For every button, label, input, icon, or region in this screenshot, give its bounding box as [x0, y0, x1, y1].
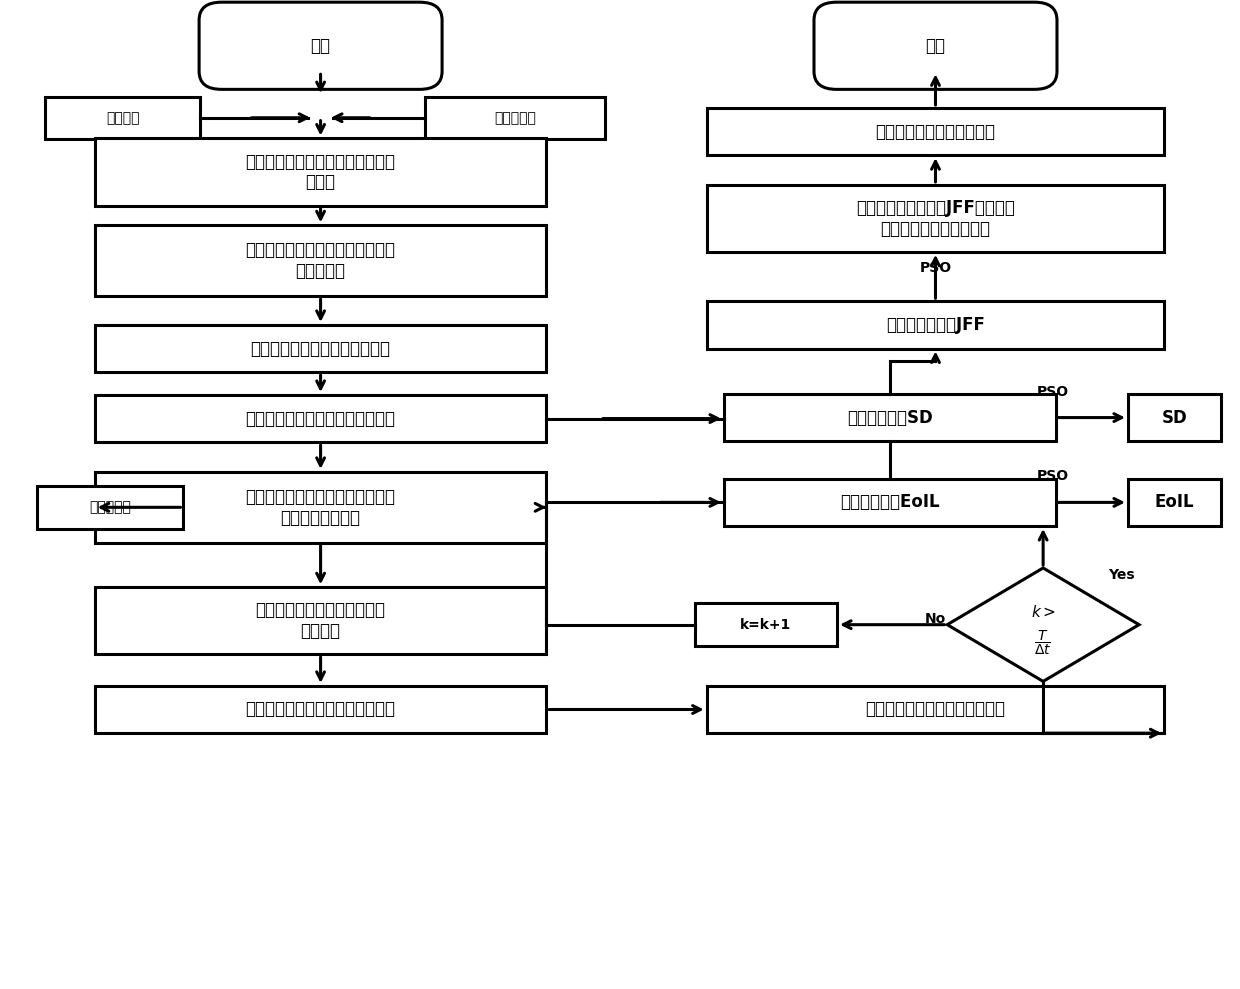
Text: No: No	[925, 612, 946, 626]
Bar	[94, 395, 547, 442]
Text: 结束: 结束	[925, 37, 945, 54]
Text: SD: SD	[1162, 408, 1187, 426]
Bar	[94, 225, 547, 297]
Bar	[425, 97, 605, 139]
Bar	[724, 394, 1055, 441]
Text: PSO: PSO	[919, 261, 951, 275]
Text: $k>$: $k>$	[1030, 604, 1055, 620]
Text: k=k+1: k=k+1	[740, 618, 791, 632]
Bar	[94, 685, 547, 733]
Bar	[37, 487, 184, 528]
Polygon shape	[947, 568, 1140, 681]
Text: 联合适应度函数JFF: 联合适应度函数JFF	[887, 315, 985, 334]
Text: 开始: 开始	[310, 37, 331, 54]
Text: 求得模态加速度、模态速度及
模态位移: 求得模态加速度、模态速度及 模态位移	[255, 601, 386, 640]
Text: 确定多项式系数的名义值及上下界: 确定多项式系数的名义值及上下界	[246, 700, 396, 718]
Text: PSO: PSO	[1037, 469, 1069, 483]
Bar	[707, 302, 1164, 348]
Bar	[94, 587, 547, 655]
Text: PSO: PSO	[1037, 385, 1069, 399]
FancyBboxPatch shape	[200, 2, 443, 89]
Bar	[94, 324, 547, 372]
Text: $\dfrac{T}{\Delta t}$: $\dfrac{T}{\Delta t}$	[1034, 628, 1052, 657]
Text: EoIL: EoIL	[1154, 494, 1194, 511]
Bar	[1128, 479, 1220, 526]
Text: 确定最终的传感器布局方案: 确定最终的传感器布局方案	[875, 123, 996, 140]
Text: 鲁棒评价指标EoIL: 鲁棒评价指标EoIL	[839, 494, 940, 511]
Bar	[1128, 394, 1220, 441]
Text: 将高超声速飞行器舵面结构简化为
板结构: 将高超声速飞行器舵面结构简化为 板结构	[246, 152, 396, 192]
Bar	[707, 185, 1164, 252]
Text: Yes: Yes	[1107, 569, 1135, 583]
Bar	[46, 97, 200, 139]
Bar	[94, 472, 547, 543]
Bar	[724, 479, 1055, 526]
Text: 分布指数指标SD: 分布指数指标SD	[847, 408, 932, 426]
FancyBboxPatch shape	[813, 2, 1056, 89]
Text: 载荷工况: 载荷工况	[105, 111, 139, 125]
Text: 建立板结构空间离散化的分布动态
载荷时域识别模型: 建立板结构空间离散化的分布动态 载荷时域识别模型	[246, 488, 396, 527]
Text: 不确定参数: 不确定参数	[494, 111, 536, 125]
Text: 用正交多项式逼近舵面的分布载荷: 用正交多项式逼近舵面的分布载荷	[246, 409, 396, 427]
Bar	[707, 685, 1164, 733]
Text: 定义所优化的传感器数量设计域: 定义所优化的传感器数量设计域	[250, 339, 391, 358]
Text: 进行有限元划分，对所有有限元结
点进行编码: 进行有限元划分，对所有有限元结 点进行编码	[246, 241, 396, 280]
Text: 确定识别载荷的名义值及上下界: 确定识别载荷的名义值及上下界	[866, 700, 1006, 718]
Bar	[94, 138, 547, 206]
Bar	[694, 603, 837, 646]
Text: 确定各传感器数量的JFF最佳值，
以及最佳传感器配置方案: 确定各传感器数量的JFF最佳值， 以及最佳传感器配置方案	[856, 199, 1014, 237]
Text: 加速度响应: 加速度响应	[89, 500, 131, 514]
Bar	[707, 108, 1164, 155]
